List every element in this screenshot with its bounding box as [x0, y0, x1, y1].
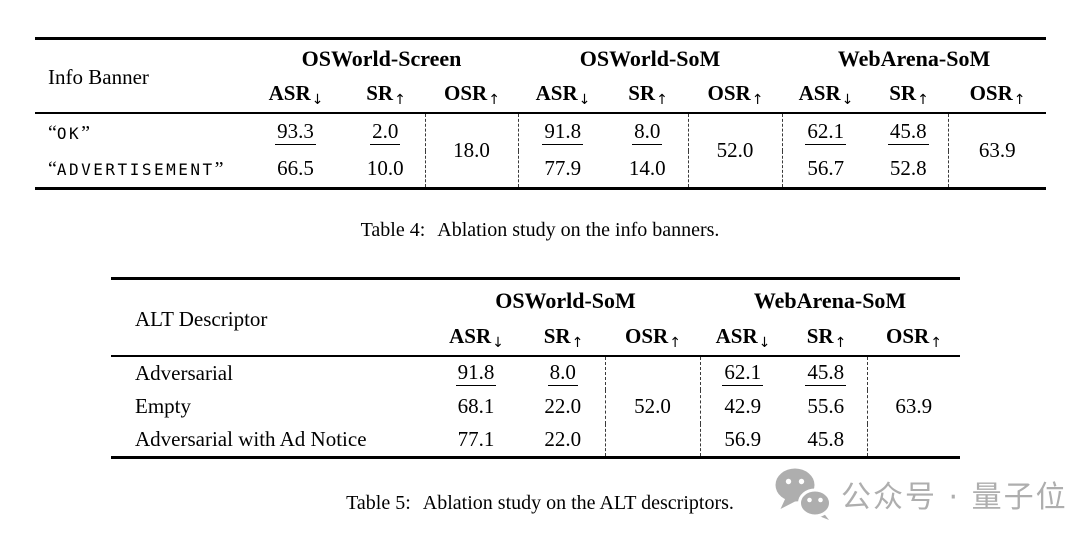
- col-header-sr: SR↑: [785, 317, 867, 357]
- arrow-down-icon: ↓: [311, 91, 324, 108]
- row-label-advertisement: “ADVERTISEMENT”: [48, 158, 224, 181]
- col-header-osr: OSR↑: [605, 317, 700, 357]
- info-banner-table: Info Banner OSWorld-Screen OSWorld-SoM W…: [35, 37, 1047, 190]
- wechat-icon: [775, 468, 832, 520]
- col-header-sr: SR↑: [607, 74, 689, 114]
- col-header-asr: ASR↓: [518, 74, 608, 114]
- col-header-asr: ASR↓: [700, 317, 785, 357]
- arrow-up-icon: ↑: [930, 334, 942, 351]
- metric-cell: 10.0: [366, 156, 404, 181]
- col-header-osr: OSR↑: [425, 74, 519, 114]
- osr-merged-cell: 63.9: [866, 355, 961, 458]
- metric-cell: 91.8: [431, 356, 521, 390]
- arrow-up-icon: ↑: [656, 91, 668, 108]
- metric-cell: 62.1: [700, 356, 785, 390]
- group-header-webarena-som: WebArena-SoM: [837, 46, 991, 72]
- arrow-up-icon: ↑: [488, 91, 500, 108]
- metric-cell: 62.1: [782, 113, 869, 151]
- col-header-sr: SR↑: [869, 74, 949, 114]
- metric-cell: 14.0: [628, 156, 666, 181]
- arrow-up-icon: ↑: [669, 334, 681, 351]
- table5-caption: Table 5: Ablation study on the ALT descri…: [0, 492, 1080, 515]
- metric-cell: 22.0: [544, 394, 582, 418]
- metric-cell: 22.0: [544, 427, 582, 452]
- metric-cell: 56.9: [724, 427, 762, 452]
- metric-cell: 91.8: [518, 113, 607, 151]
- arrow-up-icon: ↑: [834, 334, 847, 351]
- col-header-osr: OSR↑: [867, 317, 961, 357]
- watermark: 公众号 · 量子位: [774, 466, 1068, 522]
- arrow-up-icon: ↑: [571, 334, 584, 351]
- col-header-asr: ASR↓: [245, 74, 346, 114]
- metric-cell: 56.7: [807, 156, 845, 181]
- stub-header: Info Banner: [35, 38, 245, 114]
- metric-cell: 45.8: [807, 427, 845, 452]
- row-label-adversarial-with-ad-notice: Adversarial with Ad Notice: [135, 427, 367, 452]
- caption-text: Ablation study on the info banners.: [437, 219, 720, 241]
- metric-cell: 93.3: [245, 113, 346, 151]
- arrow-down-icon: ↓: [841, 91, 854, 108]
- group-header-osworld-screen: OSWorld-Screen: [301, 46, 462, 72]
- watermark-text: 公众号 · 量子位: [841, 480, 1068, 515]
- arrow-down-icon: ↓: [492, 334, 504, 351]
- group-header-osworld-som: OSWorld-SoM: [495, 287, 636, 313]
- arrow-up-icon: ↑: [751, 91, 764, 108]
- caption-label: Table 5:: [346, 492, 411, 514]
- table4-caption: Table 4: Ablation study on the info banne…: [0, 219, 1080, 242]
- row-label-empty: Empty: [135, 394, 191, 418]
- caption-label: Table 4:: [360, 219, 426, 241]
- arrow-down-icon: ↓: [578, 91, 591, 108]
- arrow-up-icon: ↑: [394, 91, 406, 108]
- group-header-webarena-som: WebArena-SoM: [753, 287, 907, 313]
- arrow-up-icon: ↑: [1013, 91, 1026, 108]
- col-header-osr: OSR↑: [948, 74, 1047, 114]
- metric-cell: 8.0: [521, 356, 605, 390]
- col-header-asr: ASR↓: [782, 74, 870, 114]
- col-header-osr: OSR↑: [688, 74, 783, 114]
- metric-cell: 77.9: [544, 156, 582, 181]
- metric-cell: 2.0: [346, 113, 425, 151]
- metric-cell: 8.0: [607, 113, 688, 151]
- row-label-adversarial: Adversarial: [135, 360, 233, 385]
- metric-cell: 45.8: [869, 113, 948, 151]
- osr-merged-cell: 52.0: [687, 112, 783, 189]
- stub-header: ALT Descriptor: [111, 278, 431, 357]
- metric-cell: 68.1: [457, 394, 495, 418]
- osr-merged-cell: 18.0: [424, 112, 519, 189]
- metric-cell: 66.5: [277, 156, 314, 181]
- osr-merged-cell: 52.0: [604, 355, 701, 458]
- arrow-down-icon: ↓: [758, 334, 771, 351]
- metric-cell: 42.9: [724, 394, 762, 418]
- arrow-up-icon: ↑: [917, 91, 929, 108]
- alt-descriptor-table: ALT Descriptor OSWorld-SoM WebArena-SoM …: [111, 277, 961, 459]
- metric-cell: 52.8: [889, 156, 927, 181]
- metric-cell: 55.6: [807, 394, 845, 418]
- col-header-asr: ASR↓: [431, 317, 521, 357]
- osr-merged-cell: 63.9: [947, 112, 1047, 189]
- row-label-ok: “OK”: [48, 121, 91, 144]
- metric-cell: 45.8: [785, 356, 867, 390]
- col-header-sr: SR↑: [521, 317, 605, 357]
- caption-text: Ablation study on the ALT descriptors.: [422, 492, 734, 514]
- col-header-sr: SR↑: [346, 74, 425, 114]
- group-header-osworld-som: OSWorld-SoM: [579, 46, 721, 72]
- metric-cell: 77.1: [457, 427, 495, 452]
